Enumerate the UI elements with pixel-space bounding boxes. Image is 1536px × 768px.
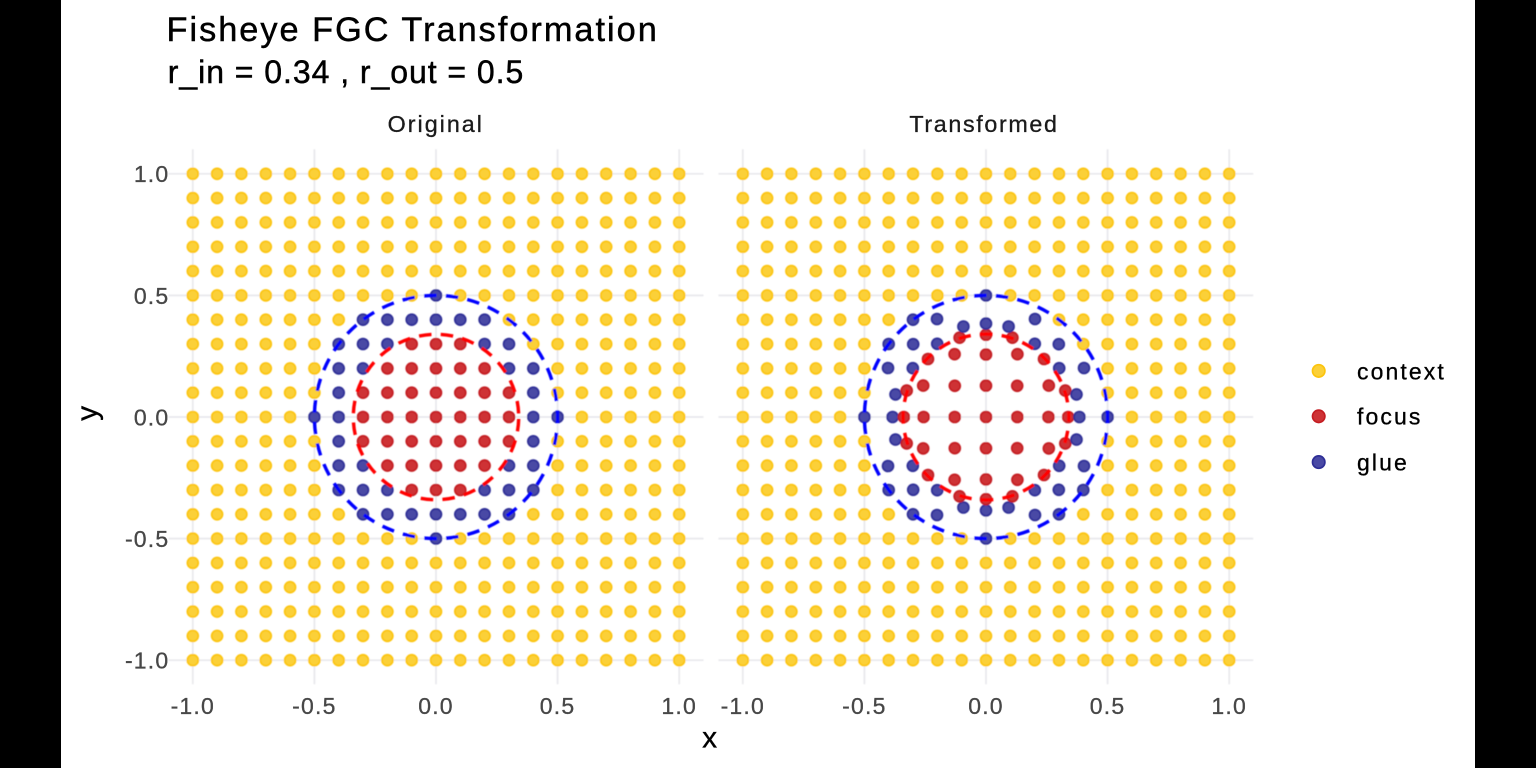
svg-text:0.0: 0.0 bbox=[968, 693, 1004, 719]
svg-text:0.0: 0.0 bbox=[418, 693, 454, 719]
svg-text:-0.5: -0.5 bbox=[125, 526, 169, 552]
svg-text:1.0: 1.0 bbox=[661, 693, 697, 719]
svg-text:Fisheye FGC Transformation: Fisheye FGC Transformation bbox=[167, 11, 659, 49]
svg-text:0.5: 0.5 bbox=[540, 693, 576, 719]
svg-text:Transformed: Transformed bbox=[909, 111, 1058, 137]
svg-text:Original: Original bbox=[388, 111, 484, 137]
svg-text:focus: focus bbox=[1357, 404, 1422, 430]
svg-text:x: x bbox=[702, 722, 717, 755]
svg-text:0.5: 0.5 bbox=[1090, 693, 1126, 719]
svg-text:glue: glue bbox=[1357, 450, 1409, 476]
svg-text:context: context bbox=[1357, 358, 1446, 384]
svg-text:y: y bbox=[71, 406, 104, 421]
svg-text:-1.0: -1.0 bbox=[171, 693, 215, 719]
svg-text:1.0: 1.0 bbox=[134, 161, 170, 187]
svg-text:1.0: 1.0 bbox=[1211, 693, 1247, 719]
svg-text:-1.0: -1.0 bbox=[721, 693, 765, 719]
svg-text:0.5: 0.5 bbox=[134, 283, 170, 309]
svg-text:r_in = 0.34 , r_out = 0.5: r_in = 0.34 , r_out = 0.5 bbox=[168, 54, 524, 90]
svg-text:-1.0: -1.0 bbox=[125, 648, 169, 674]
svg-text:-0.5: -0.5 bbox=[292, 693, 336, 719]
svg-text:-0.5: -0.5 bbox=[842, 693, 886, 719]
svg-text:0.0: 0.0 bbox=[134, 404, 170, 430]
